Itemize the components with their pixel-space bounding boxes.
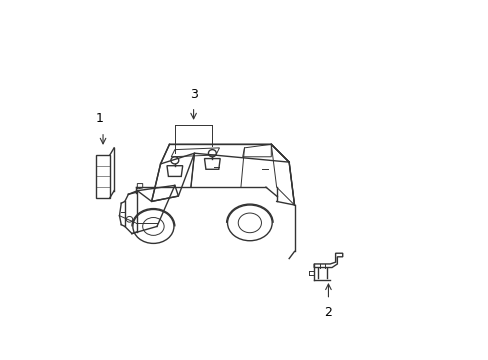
Bar <box>96 155 110 198</box>
Text: 3: 3 <box>189 89 197 102</box>
Text: 2: 2 <box>324 306 332 319</box>
Text: 1: 1 <box>96 112 103 125</box>
